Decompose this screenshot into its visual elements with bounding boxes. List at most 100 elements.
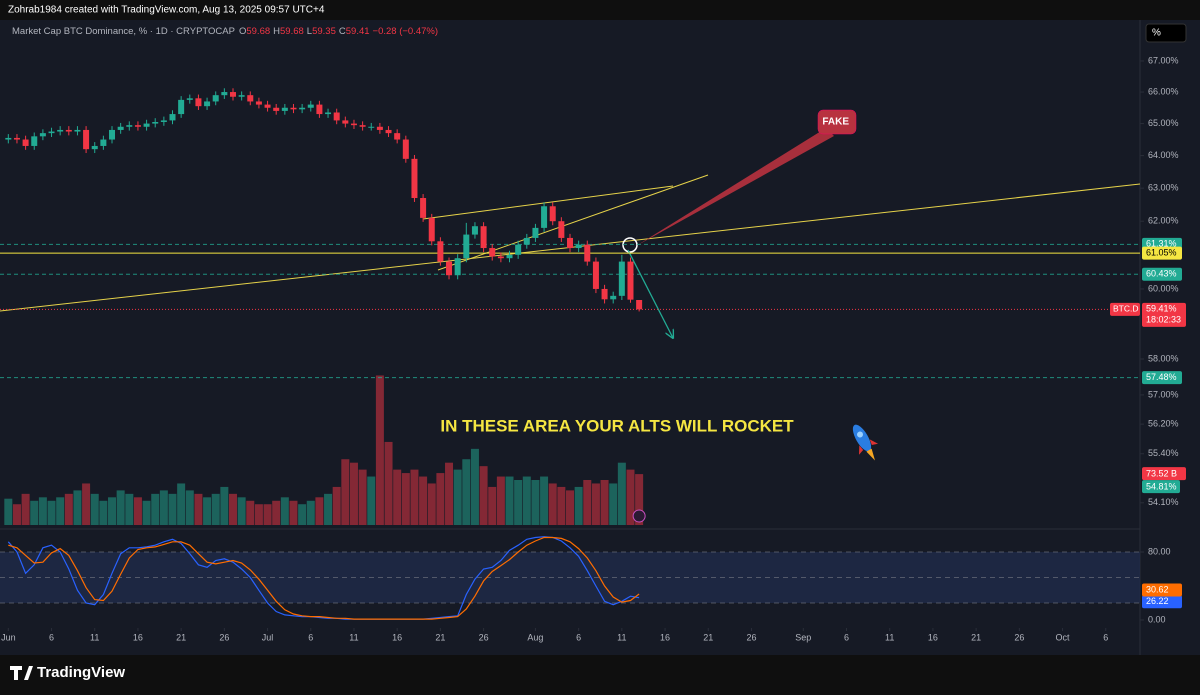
volume-bar bbox=[298, 504, 307, 525]
volume-bar bbox=[82, 483, 91, 525]
volume-bar bbox=[21, 493, 30, 525]
volume-bar bbox=[626, 469, 635, 525]
brand-logo bbox=[10, 666, 33, 680]
y-tick-label: 65.00% bbox=[1148, 118, 1179, 128]
x-tick-label: 6 bbox=[1103, 632, 1108, 642]
candle-body bbox=[497, 256, 504, 259]
volume-bar bbox=[324, 493, 333, 525]
candle-body bbox=[610, 295, 617, 300]
channel-line bbox=[422, 185, 674, 220]
candle-body bbox=[471, 226, 478, 235]
volume-bar bbox=[47, 500, 56, 525]
volume-bar bbox=[280, 497, 289, 525]
level-label: 60.43% bbox=[1146, 269, 1177, 279]
volume-bar bbox=[142, 500, 151, 525]
y-tick-label: 64.00% bbox=[1148, 150, 1179, 160]
scale-button-label[interactable]: % bbox=[1152, 28, 1161, 39]
candle-body bbox=[117, 126, 124, 130]
candle-body bbox=[316, 104, 323, 115]
volume-bar bbox=[168, 493, 177, 525]
volume-bar bbox=[315, 497, 324, 525]
x-tick-label: Jul bbox=[262, 632, 274, 642]
candle-body bbox=[143, 123, 150, 127]
volume-bar bbox=[254, 504, 263, 525]
volume-bar bbox=[462, 459, 471, 525]
x-tick-label: 26 bbox=[746, 632, 756, 642]
candle-body bbox=[325, 112, 332, 115]
legend-key: H bbox=[273, 26, 280, 37]
x-tick-label: 6 bbox=[576, 632, 581, 642]
candle-body bbox=[480, 226, 487, 249]
candle-body bbox=[195, 98, 202, 107]
countdown-label: 18:02:33 bbox=[1146, 315, 1181, 325]
highlight-circle bbox=[622, 237, 638, 253]
candle-body bbox=[160, 120, 167, 122]
volume-bar bbox=[4, 498, 13, 525]
candle-body bbox=[411, 158, 418, 199]
candle-body bbox=[212, 95, 219, 102]
candle-body bbox=[100, 139, 107, 146]
volume-bar bbox=[635, 474, 644, 525]
y-tick-label: 54.10% bbox=[1148, 497, 1179, 507]
candle-body bbox=[91, 145, 98, 150]
volume-bar bbox=[151, 493, 160, 525]
candle-body bbox=[22, 139, 29, 146]
candle-body bbox=[359, 125, 366, 127]
volume-bar bbox=[505, 476, 514, 525]
volume-bar bbox=[125, 493, 134, 525]
volume-bar bbox=[246, 500, 255, 525]
volume-bar bbox=[514, 480, 523, 525]
volume-bar bbox=[177, 483, 186, 525]
candle-body bbox=[376, 126, 383, 130]
y-tick-label: 67.00% bbox=[1148, 55, 1179, 65]
candle-body bbox=[575, 244, 582, 249]
symbol-label: BTC.D bbox=[1113, 304, 1139, 314]
candle-body bbox=[221, 92, 228, 96]
down-arrow bbox=[627, 249, 673, 338]
volume-bar bbox=[522, 476, 531, 525]
volume-bar bbox=[185, 490, 194, 525]
volume-bar bbox=[272, 500, 281, 525]
candle-body bbox=[420, 198, 427, 218]
volume-bar bbox=[367, 476, 376, 525]
x-tick-label: Jun bbox=[1, 632, 16, 642]
x-tick-label: 11 bbox=[349, 632, 358, 642]
candle-body bbox=[273, 107, 280, 111]
volume-bar bbox=[108, 497, 117, 525]
candle-body bbox=[74, 129, 81, 132]
volume-bar bbox=[445, 462, 454, 525]
volume-bar bbox=[194, 493, 203, 525]
legend-change: −0.28 (−0.47%) bbox=[373, 26, 439, 37]
fake-label: FAKE bbox=[822, 117, 849, 128]
candle-body bbox=[618, 261, 625, 296]
volume-bar bbox=[99, 500, 108, 525]
candle-body bbox=[506, 254, 513, 259]
y-tick-label: 56.20% bbox=[1148, 418, 1179, 428]
channel-line bbox=[437, 174, 709, 271]
x-tick-label: 26 bbox=[479, 632, 489, 642]
candle-body bbox=[238, 95, 245, 97]
x-tick-label: 16 bbox=[928, 632, 938, 642]
volume-bar bbox=[289, 500, 298, 525]
volume-bar bbox=[591, 483, 600, 525]
scale-button[interactable] bbox=[1145, 23, 1187, 43]
x-tick-label: Sep bbox=[795, 632, 811, 642]
volume-bar bbox=[203, 497, 212, 525]
stoch-tick-label: 0.00 bbox=[1148, 614, 1166, 624]
volume-bar bbox=[583, 480, 592, 525]
volume-bar bbox=[12, 504, 21, 525]
candle-body bbox=[65, 129, 72, 132]
volume-label-box bbox=[1142, 467, 1186, 481]
candle-body bbox=[601, 288, 608, 300]
fake-box bbox=[817, 109, 857, 135]
candle-body bbox=[454, 258, 461, 276]
candle-body bbox=[39, 133, 46, 137]
y-tick-label: 62.00% bbox=[1148, 216, 1179, 226]
stoch-value-label: 26.22 bbox=[1146, 596, 1169, 606]
volume-bar bbox=[401, 473, 410, 525]
volume-bar bbox=[228, 493, 237, 525]
volume-bar bbox=[436, 473, 445, 525]
volume-bar bbox=[30, 500, 39, 525]
candle-body bbox=[178, 99, 185, 115]
symbol-title: Market Cap BTC Dominance, % · 1D · CRYPT… bbox=[12, 26, 235, 37]
